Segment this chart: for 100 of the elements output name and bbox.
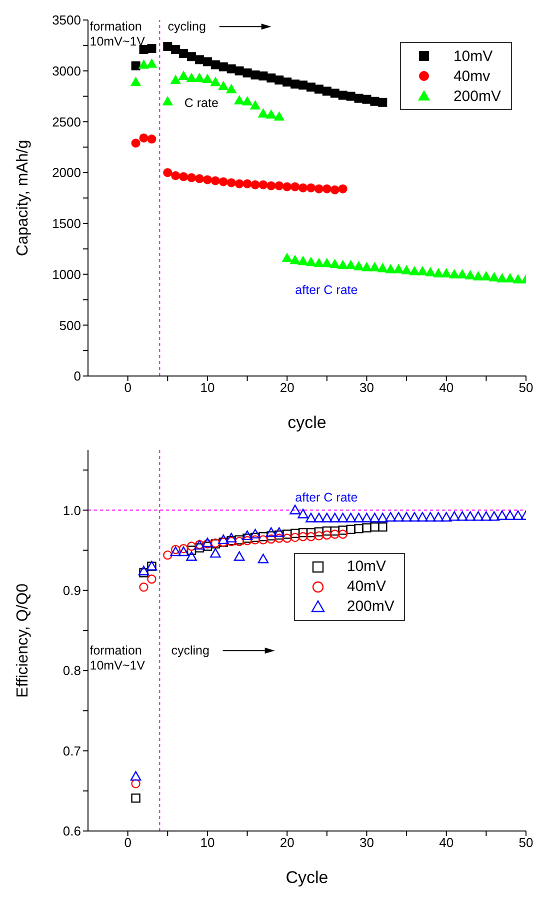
point [210,76,221,86]
y-tick-label: 0.7 [62,743,81,758]
annotation: C rate [184,96,218,110]
point [314,527,324,536]
y-tick-label: 2500 [52,114,81,130]
point [417,512,428,522]
point [440,268,452,278]
point [290,254,300,264]
point [290,528,300,538]
point [329,512,340,522]
point [266,109,277,119]
y-axis-title: Capacity, mAh/g [14,140,32,256]
point [464,270,476,280]
point [378,98,388,107]
point [464,511,476,521]
point [314,531,324,540]
point [409,266,420,276]
point [186,551,197,561]
y-tick-label: 3500 [52,12,81,28]
point [178,546,189,556]
point [179,172,188,182]
point [425,512,436,522]
point [147,44,156,53]
legend-label: 10mV [453,48,493,64]
point [146,58,158,68]
point [306,528,316,538]
point [377,512,388,522]
point [274,111,285,121]
y-tick-label: 0.8 [62,663,81,678]
point [250,535,260,544]
annotation: cycling [168,20,206,34]
y-tick-label: 0.9 [62,582,81,598]
point [385,264,396,274]
point [258,108,269,118]
point [504,510,516,520]
point [194,72,205,82]
point [330,526,340,536]
x-tick-label: 40 [439,835,454,850]
point [353,260,364,270]
point [496,510,508,520]
point [186,72,197,82]
point [456,511,468,521]
point [345,260,356,270]
point [274,181,284,190]
annotation: formation 10mV~1V [90,644,146,673]
legend-label: 200mV [453,88,501,104]
x-tick-label: 30 [359,835,374,850]
point [306,512,316,522]
point [298,256,308,266]
point [258,554,269,564]
point [186,542,196,551]
point [226,84,237,94]
point [282,252,292,262]
point [250,180,260,190]
point [401,512,412,522]
y-tick-label: 500 [59,318,81,333]
point [266,527,277,537]
point [472,511,484,521]
point [330,530,340,539]
point [409,512,420,522]
annotation: after C rate [295,490,358,504]
y-axis-title: Efficiency, Q/Q0 [14,583,32,698]
point [330,185,340,194]
point [242,536,252,546]
point [210,176,220,186]
point [354,524,364,534]
point [234,179,244,188]
point [361,512,372,522]
y-tick-label: 1500 [52,216,81,232]
point [282,182,292,192]
point [322,258,332,268]
point [218,177,228,186]
y-tick-label: 0.6 [62,824,81,839]
point [370,522,380,532]
point [448,511,460,521]
point [274,527,285,537]
point [338,526,348,535]
point [131,61,140,70]
point [138,59,150,69]
point [194,174,204,184]
point [417,266,428,276]
x-tick-label: 10 [200,380,215,396]
point [282,530,292,539]
point [433,512,444,522]
point [147,574,156,584]
x-axis-title: cycle [288,413,326,432]
point [202,74,213,84]
point [187,173,196,182]
point [362,523,372,532]
point [337,260,348,270]
point [298,528,308,538]
point [322,530,332,540]
point [338,530,348,539]
point [472,270,484,280]
y-tick-label: 0 [74,368,81,384]
point [298,532,308,542]
y-tick-label: 1.0 [62,502,81,518]
point [218,80,229,90]
point [448,268,460,278]
annotation: formation 10mV~1V [90,20,146,49]
